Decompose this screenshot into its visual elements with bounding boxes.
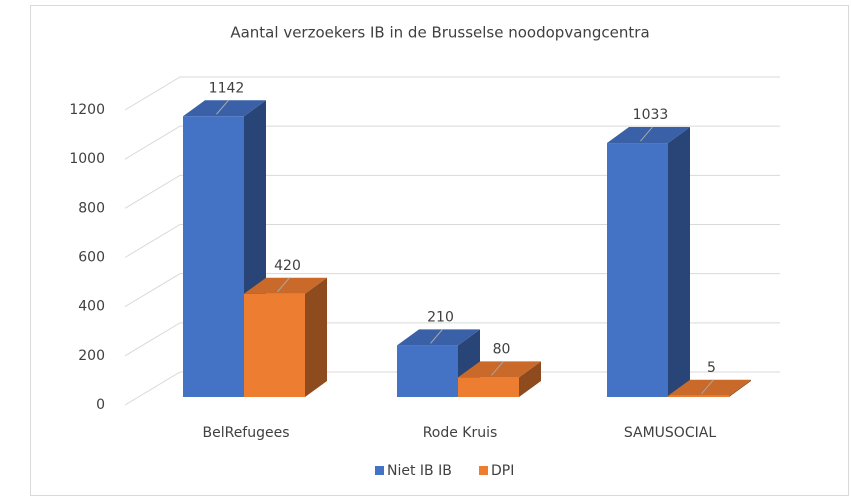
legend-swatch bbox=[375, 466, 384, 475]
grid-line bbox=[124, 322, 780, 357]
x-tick-label: SAMUSOCIAL bbox=[624, 425, 716, 441]
value-label: 80 bbox=[493, 341, 511, 357]
value-label: 5 bbox=[707, 360, 716, 376]
y-tick-label: 400 bbox=[78, 299, 105, 315]
legend-swatch bbox=[479, 466, 488, 475]
leader-line bbox=[216, 99, 229, 115]
bar bbox=[607, 143, 668, 397]
bar bbox=[397, 345, 458, 397]
bar-side bbox=[668, 127, 690, 397]
bar bbox=[183, 116, 244, 397]
chart-border bbox=[30, 5, 849, 496]
bar bbox=[668, 395, 729, 397]
bar-top bbox=[397, 329, 480, 346]
bar-side bbox=[729, 379, 751, 397]
y-tick-label: 200 bbox=[78, 348, 105, 364]
bar-side bbox=[305, 277, 327, 397]
bar-top bbox=[607, 127, 690, 144]
x-tick-label: BelRefugees bbox=[202, 425, 289, 441]
leader-line bbox=[701, 379, 714, 395]
bar-top bbox=[183, 100, 266, 117]
leader-line bbox=[491, 361, 504, 376]
bar bbox=[458, 377, 519, 397]
y-tick-label: 600 bbox=[78, 250, 105, 266]
grid-line bbox=[124, 76, 780, 111]
legend-label: Niet IB IB bbox=[387, 463, 452, 479]
value-label: 1033 bbox=[633, 107, 669, 123]
bar-top bbox=[668, 379, 751, 396]
leader-line bbox=[430, 329, 443, 344]
grid-line bbox=[124, 224, 780, 258]
bar-top bbox=[244, 277, 327, 294]
value-label: 210 bbox=[427, 309, 454, 325]
y-tick-label: 1000 bbox=[69, 151, 105, 167]
bar-side bbox=[519, 361, 541, 397]
y-tick-label: 0 bbox=[96, 397, 105, 413]
x-tick-label: Rode Kruis bbox=[423, 425, 498, 441]
grid-line bbox=[124, 273, 780, 308]
chart-title: Aantal verzoekers IB in de Brusselse noo… bbox=[230, 24, 649, 42]
value-label: 420 bbox=[274, 258, 301, 274]
leader-line bbox=[640, 126, 653, 142]
bar-top bbox=[458, 361, 541, 378]
leader-line bbox=[277, 277, 290, 293]
y-tick-label: 1200 bbox=[69, 102, 105, 118]
grid-line bbox=[124, 371, 780, 406]
bar bbox=[244, 293, 305, 397]
grid-line bbox=[124, 125, 780, 160]
value-label: 1142 bbox=[209, 80, 245, 96]
y-tick-label: 800 bbox=[78, 200, 105, 216]
legend-label: DPI bbox=[491, 463, 514, 479]
grid-line bbox=[124, 174, 780, 209]
